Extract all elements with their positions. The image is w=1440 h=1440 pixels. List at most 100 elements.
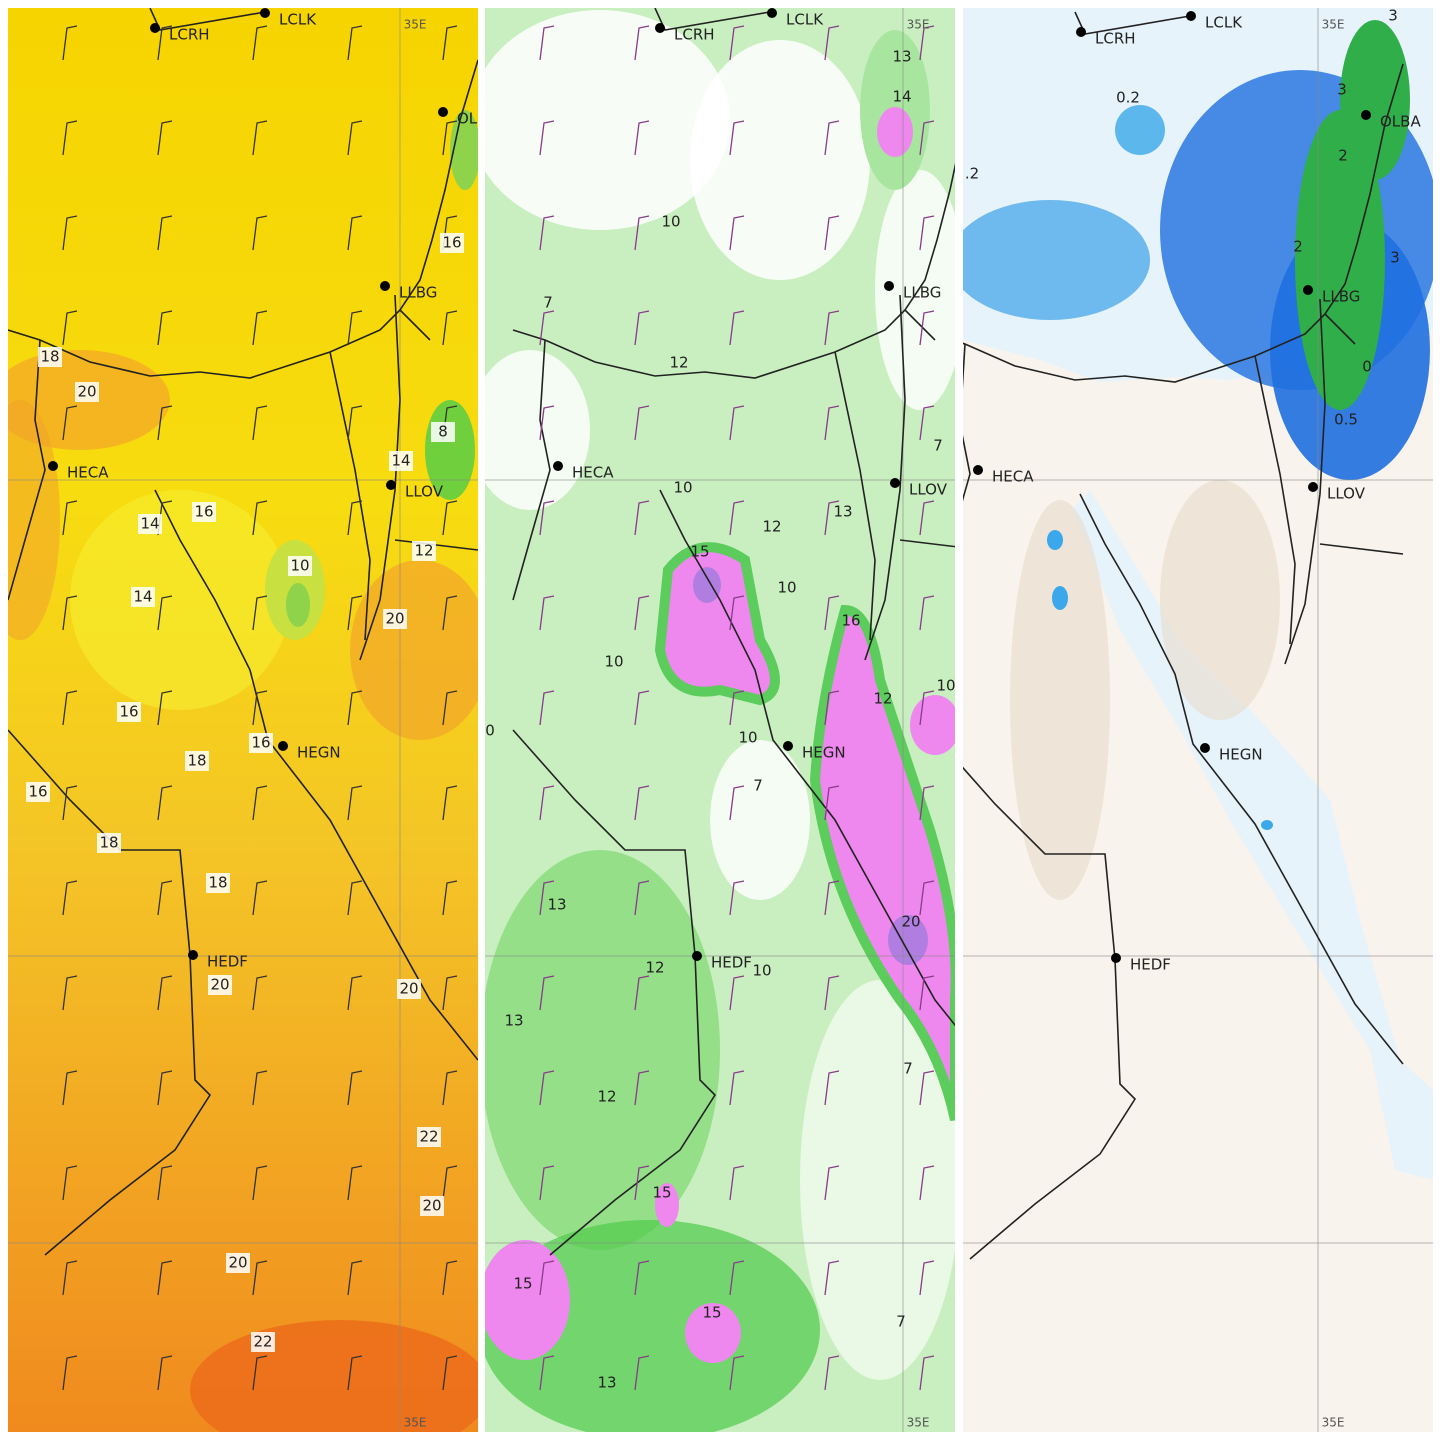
coastline — [963, 343, 971, 502]
wind-barb — [252, 215, 268, 251]
coastlines — [512, 8, 955, 1256]
label-box — [206, 873, 230, 893]
station-label: LCRH — [1095, 30, 1136, 48]
contour-label: 13 — [597, 1374, 616, 1392]
contour-label: 15 — [690, 543, 709, 561]
panel-wind — [485, 8, 955, 1432]
wind-barb — [539, 595, 555, 631]
contour-label: 16 — [251, 734, 270, 752]
wind-barb — [347, 405, 363, 441]
coastlines — [8, 8, 478, 1256]
coastline — [399, 309, 431, 341]
wind-barb — [347, 1070, 363, 1106]
meridian-label: 35E — [1322, 18, 1345, 32]
wind-barb — [824, 310, 840, 346]
label-box — [420, 1196, 444, 1216]
label-box — [251, 1332, 275, 1352]
wind-barb — [919, 690, 935, 726]
wind-barb — [919, 1355, 935, 1391]
station-label: LLOV — [909, 481, 948, 499]
wind-barbs — [539, 25, 935, 1391]
contour-label: 0 — [1362, 358, 1372, 376]
station-dot — [1303, 285, 1313, 295]
station-dot — [1361, 110, 1371, 120]
label-box — [226, 1253, 250, 1273]
wind-barb — [157, 215, 173, 251]
coastline — [8, 59, 478, 379]
wind-barb — [252, 975, 268, 1011]
wind-barb — [157, 880, 173, 916]
wind-barb — [62, 785, 78, 821]
station-label: LCLK — [279, 11, 317, 29]
wind-barb — [634, 975, 650, 1011]
coastlines — [963, 11, 1404, 1260]
contour-label: 18 — [208, 874, 227, 892]
contour-label: 12 — [873, 690, 892, 708]
contour-label: 12 — [645, 959, 664, 977]
contour-label: 13 — [892, 48, 911, 66]
contour-label: 10 — [290, 557, 309, 575]
station-label: LLBG — [1322, 288, 1360, 306]
contour-label: 7 — [903, 1060, 913, 1078]
label-box — [417, 1127, 441, 1147]
label-box — [383, 609, 407, 629]
meridian-label: 35E — [404, 1416, 427, 1430]
station-label: HEDF — [207, 953, 248, 971]
label-box — [97, 833, 121, 853]
contour-label: 14 — [892, 88, 911, 106]
contour-label: 12 — [597, 1088, 616, 1106]
wind-barb — [252, 880, 268, 916]
wind-barb — [539, 1165, 555, 1201]
wind-barb — [824, 500, 840, 536]
contour-label: 0 — [485, 722, 495, 740]
coastline — [8, 339, 46, 601]
contour-label: 20 — [228, 1254, 247, 1272]
station-dot — [1111, 953, 1121, 963]
wind-barb — [634, 1355, 650, 1391]
contour-label: 13 — [504, 1012, 523, 1030]
station-dot — [260, 8, 270, 18]
contour-label: 20 — [210, 976, 229, 994]
contour-label: 10 — [777, 579, 796, 597]
contour-label: 3 — [1388, 7, 1398, 25]
wind-barb — [252, 690, 268, 726]
station-dot — [692, 951, 702, 961]
wind-barb — [347, 880, 363, 916]
contour-label: 20 — [399, 980, 418, 998]
station-label: LLOV — [1327, 485, 1366, 503]
wind-barb — [62, 500, 78, 536]
wind-barb — [729, 1165, 745, 1201]
wind-barb — [252, 1355, 268, 1391]
station-label: HEGN — [297, 744, 341, 762]
station-dot — [188, 950, 198, 960]
wind-barb — [442, 310, 458, 346]
wind-barb — [252, 1165, 268, 1201]
station-label: HEDF — [1130, 956, 1171, 974]
contour-label: 15 — [513, 1275, 532, 1293]
contour-label: 7 — [753, 777, 763, 795]
wind-barb — [729, 595, 745, 631]
coastline — [904, 309, 936, 341]
wind-barb — [539, 690, 555, 726]
coastline — [864, 294, 906, 661]
wind-barb — [62, 595, 78, 631]
station-label: LLBG — [903, 284, 941, 302]
station-label: OLBA — [1380, 113, 1421, 131]
contour-label: 10 — [673, 479, 692, 497]
wind-barb — [157, 1165, 173, 1201]
coastline — [659, 489, 955, 1027]
wind-barb — [919, 120, 935, 156]
panel-overlay: 35E 35E LCRH LCLK LLBG HECA LLOV HEGN HEDF 13 14 10… — [485, 8, 955, 1432]
wind-barb — [729, 120, 745, 156]
coastline — [359, 294, 401, 661]
wind-barb — [157, 1070, 173, 1106]
wind-barb — [919, 405, 935, 441]
contour-label: 10 — [738, 729, 757, 747]
wind-barb — [824, 975, 840, 1011]
contour-label: 0.5 — [1334, 411, 1358, 429]
wind-barb — [634, 690, 650, 726]
contour-label: 20 — [422, 1197, 441, 1215]
label-box — [397, 979, 421, 999]
label-box — [75, 382, 99, 402]
